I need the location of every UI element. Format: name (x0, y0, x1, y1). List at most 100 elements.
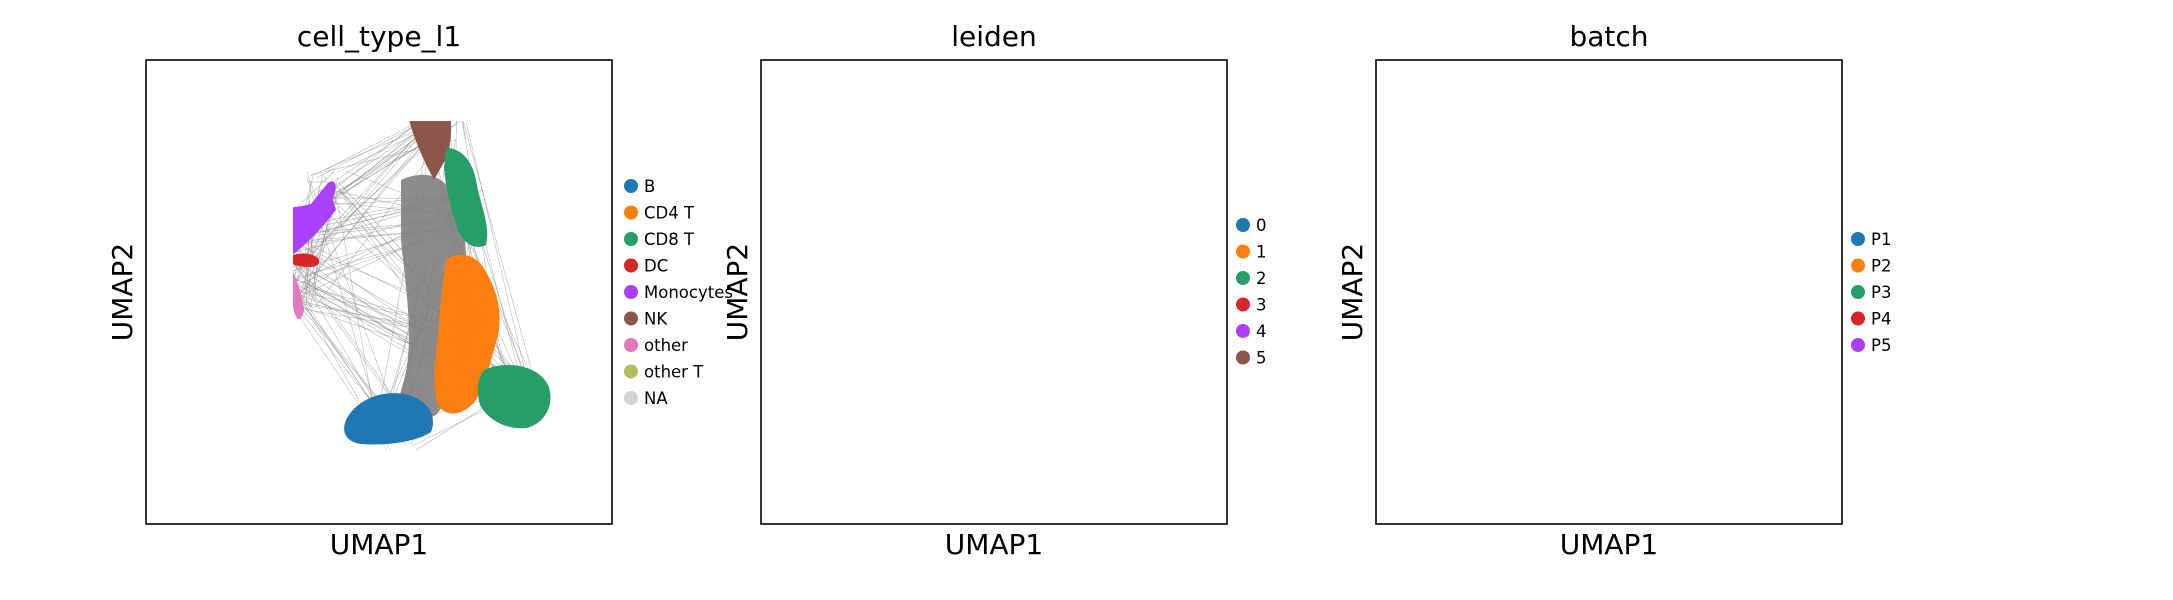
neighbor-graph-edges (1477, 100, 1775, 450)
cluster-cd8-t (444, 148, 488, 247)
legend-item: 0 (1236, 216, 1267, 235)
legend-marker (624, 205, 638, 220)
legend: B CD4 T CD8 T DC Monocytes NK other other T NA (624, 177, 733, 408)
legend-label: NK (644, 310, 668, 329)
legend-label: P3 (1871, 283, 1891, 302)
neighbor-graph-edges (863, 100, 1159, 449)
legend-item: P2 (1851, 257, 1891, 276)
cluster-monocytes (294, 181, 336, 240)
legend-item: other T (624, 363, 704, 382)
legend-marker (624, 285, 638, 299)
y-axis-label: UMAP2 (721, 243, 754, 342)
x-axis-label: UMAP1 (1560, 528, 1659, 561)
legend-label: B (644, 177, 655, 196)
legend-item: NK (624, 310, 668, 329)
cluster-5 (973, 420, 1021, 456)
panel-title: batch (1569, 20, 1648, 53)
cluster-p2 (1636, 92, 1708, 291)
cluster-4 (896, 260, 919, 319)
legend-item: P3 (1851, 283, 1891, 302)
legend-marker (1851, 285, 1865, 299)
legend-marker (1236, 324, 1250, 338)
cluster-1 (799, 195, 951, 282)
point-cloud (799, 92, 1166, 456)
plot-frame (760, 59, 1228, 525)
legend-label: P5 (1871, 336, 1891, 355)
umap-panel-2: leiden UMAP1 UMAP2 0 1 2 3 4 5 (721, 20, 1267, 561)
cluster-cd8-t (477, 365, 551, 429)
legend: P1 P2 P3 P4 P5 (1851, 230, 1891, 355)
legend-item: B (624, 177, 655, 196)
legend-marker (624, 311, 638, 326)
y-axis-label: UMAP2 (1336, 243, 1369, 342)
legend-label: Monocytes (644, 283, 733, 302)
umap-panel-1: cell_type_l1 UMAP1 UMAP2 B CD4 T CD8 T DC Monoc… (106, 20, 733, 561)
legend-marker (1236, 244, 1250, 259)
grey-bundle (1630, 175, 1700, 422)
legend-marker (1851, 232, 1865, 246)
legend-item: P5 (1851, 336, 1891, 355)
legend-marker (1236, 271, 1250, 285)
legend-marker (624, 258, 638, 273)
legend-label: 0 (1256, 216, 1267, 235)
cluster-0 (981, 299, 1110, 444)
legend-item: 5 (1236, 349, 1267, 368)
grey-bundle (1015, 175, 1085, 422)
legend-marker (624, 179, 638, 193)
x-axis-label: UMAP1 (330, 528, 429, 561)
legend-marker (624, 338, 638, 352)
cluster-4 (909, 181, 951, 240)
speckle-p1 (1645, 119, 1716, 420)
plot-frame (1375, 59, 1843, 525)
legend-item: 3 (1236, 296, 1267, 315)
cluster-p2 (1524, 181, 1566, 240)
cluster-nk (409, 121, 452, 180)
legend-label: 3 (1256, 296, 1267, 315)
cluster-2 (1020, 92, 1092, 276)
legend-marker (1236, 350, 1250, 365)
legend-label: 1 (1256, 243, 1267, 262)
legend-item: Monocytes (624, 283, 733, 302)
cluster-p2 (1714, 378, 1780, 434)
legend-marker (1851, 338, 1865, 352)
legend-item: P4 (1851, 310, 1891, 329)
legend-label: 2 (1256, 269, 1267, 288)
cluster-other (293, 272, 304, 319)
legend-marker (1236, 218, 1250, 232)
legend-item: NA (624, 389, 668, 408)
cluster-b (344, 393, 433, 445)
legend-marker (1851, 258, 1865, 273)
legend-label: P1 (1871, 230, 1891, 249)
legend-marker (624, 391, 638, 405)
legend-label: CD8 T (644, 230, 695, 249)
cluster-p2 (1511, 260, 1534, 319)
legend-label: DC (644, 257, 668, 276)
legend-item: P1 (1851, 230, 1891, 249)
legend-item: 1 (1236, 243, 1267, 262)
panel-title: cell_type_l1 (297, 20, 461, 53)
legend: 0 1 2 3 4 5 (1236, 216, 1267, 368)
legend-marker (1851, 311, 1865, 326)
cluster-3 (1108, 389, 1166, 445)
legend-item: CD8 T (624, 230, 695, 249)
legend-marker (624, 232, 638, 246)
panel-title: leiden (951, 20, 1037, 53)
point-cloud (293, 121, 551, 451)
plot-frame (145, 59, 613, 525)
legend-label: 5 (1256, 349, 1267, 368)
cluster-p2 (1414, 195, 1566, 282)
legend-label: NA (644, 389, 668, 408)
legend-marker (1236, 297, 1250, 312)
legend-label: other (644, 336, 688, 355)
cluster-dc (293, 253, 320, 268)
legend-label: CD4 T (644, 204, 695, 223)
cluster-p2 (1604, 257, 1729, 447)
legend-item: other (624, 336, 688, 355)
legend-item: 2 (1236, 269, 1267, 288)
y-axis-label: UMAP2 (106, 243, 139, 342)
point-cloud (1414, 90, 1787, 461)
legend-label: P2 (1871, 257, 1891, 276)
x-axis-label: UMAP1 (945, 528, 1044, 561)
legend-item: CD4 T (624, 204, 695, 223)
